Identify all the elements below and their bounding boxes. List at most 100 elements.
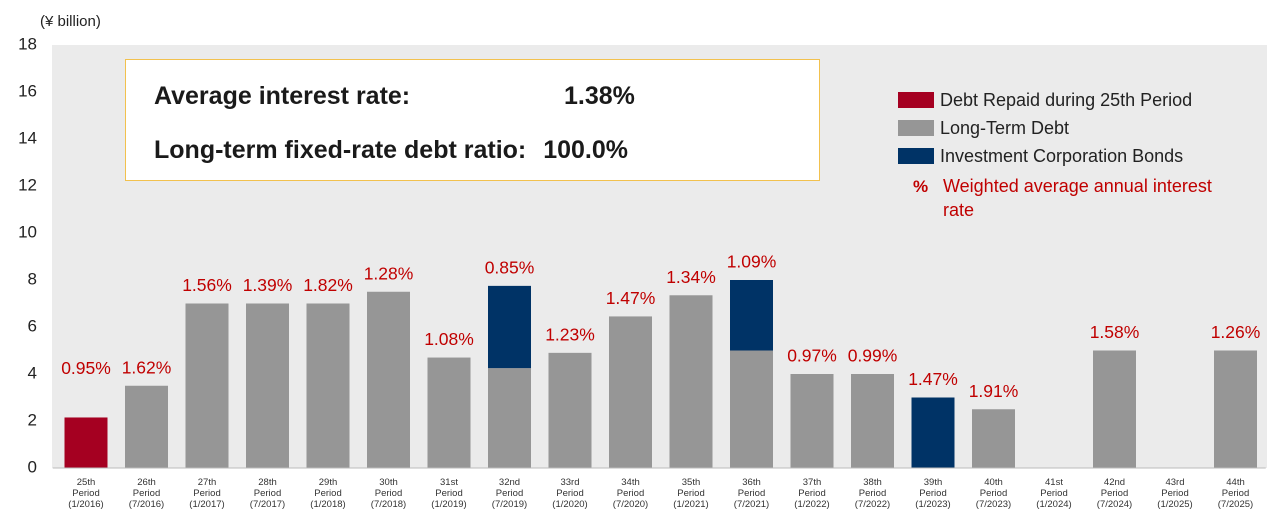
x-tick-line: Period	[1161, 488, 1188, 499]
x-tick-line: (7/2023)	[976, 499, 1011, 509]
x-tick-label: 28th Period (7/2017)	[250, 477, 285, 509]
x-tick-label: 35th Period (1/2021)	[673, 477, 708, 509]
y-tick-label: 10	[18, 222, 37, 241]
rate-label: 0.97%	[787, 346, 837, 366]
x-tick-line: Period	[738, 488, 765, 499]
x-tick-label: 31st Period (1/2019)	[431, 477, 466, 509]
x-tick-label: 42nd Period (7/2024)	[1097, 477, 1132, 509]
x-tick-label: 39th Period (1/2023)	[915, 477, 950, 509]
legend: Debt Repaid during 25th Period Long-Term …	[898, 86, 1192, 170]
x-tick-line: (1/2020)	[552, 499, 587, 509]
rate-label: 1.82%	[303, 275, 353, 295]
x-tick-line: (1/2024)	[1036, 499, 1071, 509]
x-tick-line: 31st	[440, 477, 458, 488]
rate-label: 1.91%	[969, 381, 1019, 401]
rate-label: 1.08%	[424, 329, 474, 349]
rate-label: 1.58%	[1090, 322, 1140, 342]
x-tick-line: 44th	[1226, 477, 1245, 488]
info-box: Average interest rate: 1.38% Long-term f…	[125, 59, 820, 181]
bar	[972, 409, 1015, 468]
avg-row: Average interest rate: 1.38%	[154, 82, 635, 111]
x-tick-label: 33rd Period (1/2020)	[552, 477, 587, 509]
avg-label: Average interest rate:	[154, 82, 411, 110]
rate-label: 1.39%	[243, 275, 293, 295]
bar	[911, 397, 955, 468]
rate-legend-label: Weighted average annual interest rate	[943, 176, 1212, 220]
y-tick-label: 14	[18, 128, 37, 147]
unit-label: (¥ billion)	[40, 13, 101, 30]
bar	[306, 303, 350, 468]
x-tick-line: (1/2017)	[189, 499, 224, 509]
x-tick-line: 40th	[984, 477, 1003, 488]
bar	[246, 303, 289, 468]
y-tick-label: 18	[18, 34, 37, 53]
x-tick-line: 34th	[621, 477, 640, 488]
y-tick-label: 0	[28, 457, 37, 476]
x-tick-line: (1/2019)	[431, 499, 466, 509]
rate-label: 1.09%	[727, 252, 777, 272]
x-tick-line: (1/2016)	[68, 499, 103, 509]
legend-swatch	[898, 120, 934, 136]
x-tick-line: 41st	[1045, 477, 1063, 488]
x-tick-label: 41st Period (1/2024)	[1036, 477, 1071, 509]
x-tick-line: 29th	[319, 477, 338, 488]
fixed-label: Long-term fixed-rate debt ratio:	[154, 136, 527, 164]
x-tick-line: Period	[798, 488, 825, 499]
legend-item: Long-Term Debt	[898, 114, 1192, 142]
rate-label: 1.62%	[122, 357, 172, 377]
x-tick-line: (7/2021)	[734, 499, 769, 509]
legend-swatch	[898, 92, 934, 108]
x-tick-label: 44th Period (7/2025)	[1218, 477, 1253, 509]
x-tick-line: (7/2018)	[371, 499, 406, 509]
legend-label: Long-Term Debt	[940, 117, 1070, 138]
x-tick-label: 26th Period (7/2016)	[129, 477, 164, 509]
fixed-value: 100.0%	[543, 136, 628, 164]
x-tick-line: 38th	[863, 477, 882, 488]
legend-label: Investment Corporation Bonds	[940, 145, 1184, 166]
bar	[669, 295, 713, 468]
x-tick-line: 35th	[682, 477, 701, 488]
rate-label: 0.95%	[61, 358, 111, 378]
y-tick-label: 12	[18, 175, 37, 194]
y-tick-label: 16	[18, 81, 37, 100]
bar	[790, 374, 834, 468]
bar	[367, 291, 410, 468]
bar	[488, 368, 531, 468]
x-tick-label: 36th Period (7/2021)	[734, 477, 769, 509]
avg-value: 1.38%	[564, 82, 635, 110]
rate-label: 1.34%	[666, 267, 716, 287]
x-tick-line: Period	[435, 488, 462, 499]
legend-label: Debt Repaid during 25th Period	[940, 89, 1193, 110]
x-tick-label: 38th Period (7/2022)	[855, 477, 890, 509]
x-tick-line: Period	[1040, 488, 1067, 499]
x-tick-line: Period	[919, 488, 946, 499]
x-tick-line: (1/2021)	[673, 499, 708, 509]
bar	[609, 316, 652, 468]
x-tick-line: (7/2020)	[613, 499, 648, 509]
y-tick-label: 8	[28, 269, 37, 288]
x-tick-line: 39th	[924, 477, 943, 488]
bar	[548, 352, 592, 468]
x-tick-line: (7/2022)	[855, 499, 890, 509]
x-tick-line: 33rd	[560, 477, 579, 488]
x-tick-line: Period	[496, 488, 523, 499]
x-tick-line: 25th	[77, 477, 96, 488]
x-tick-label: 40th Period (7/2023)	[976, 477, 1011, 509]
rate-label: 1.56%	[182, 275, 232, 295]
x-tick-line: Period	[1101, 488, 1128, 499]
x-tick-line: (7/2025)	[1218, 499, 1253, 509]
legend-swatch	[898, 148, 934, 164]
x-tick-line: 37th	[803, 477, 822, 488]
rate-label: 1.26%	[1211, 322, 1261, 342]
x-tick-line: Period	[1222, 488, 1249, 499]
bar	[730, 350, 773, 468]
x-tick-line: 26th	[137, 477, 156, 488]
x-tick-label: 37th Period (1/2022)	[794, 477, 829, 509]
x-tick-line: 32nd	[499, 477, 520, 488]
x-tick-label: 32nd Period (7/2019)	[492, 477, 527, 509]
y-tick-label: 6	[28, 316, 37, 335]
x-tick-line: (1/2022)	[794, 499, 829, 509]
bar	[488, 285, 531, 369]
rate-legend: % Weighted average annual interest rate	[898, 174, 1213, 222]
